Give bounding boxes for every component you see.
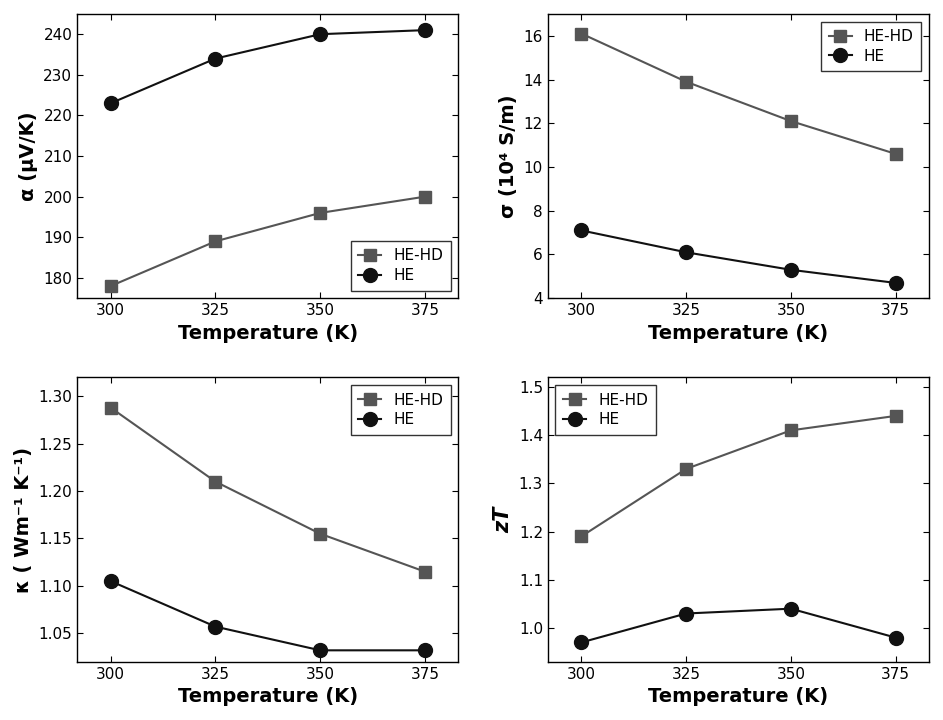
Y-axis label: zT: zT — [493, 506, 513, 533]
Legend: HE-HD, HE: HE-HD, HE — [351, 385, 451, 435]
Y-axis label: κ ( Wm⁻¹ K⁻¹): κ ( Wm⁻¹ K⁻¹) — [14, 446, 33, 593]
Legend: HE-HD, HE: HE-HD, HE — [555, 385, 655, 435]
Y-axis label: α (μV/K): α (μV/K) — [19, 112, 38, 201]
X-axis label: Temperature (K): Temperature (K) — [649, 323, 829, 343]
X-axis label: Temperature (K): Temperature (K) — [177, 687, 358, 706]
Legend: HE-HD, HE: HE-HD, HE — [351, 240, 451, 291]
X-axis label: Temperature (K): Temperature (K) — [177, 323, 358, 343]
Y-axis label: σ (10⁴ S/m): σ (10⁴ S/m) — [499, 94, 518, 218]
X-axis label: Temperature (K): Temperature (K) — [649, 687, 829, 706]
Legend: HE-HD, HE: HE-HD, HE — [821, 22, 921, 71]
